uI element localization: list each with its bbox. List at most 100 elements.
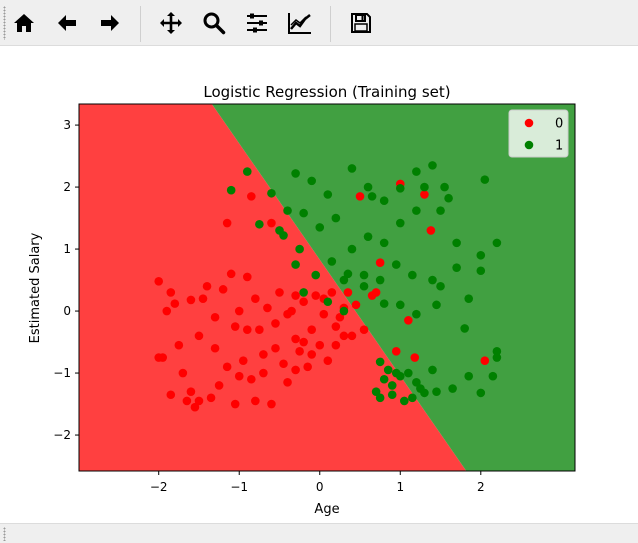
point-class-0 [327,288,337,297]
point-class-1 [476,250,486,260]
x-tick-label: −1 [230,480,248,494]
point-class-0 [271,319,280,328]
point-class-1 [311,270,321,280]
y-tick-label: 2 [63,180,71,194]
y-axis-label: Estimated Salary [28,232,43,343]
toolbar-separator [330,6,331,42]
point-class-1 [323,297,333,307]
point-class-0 [218,285,228,294]
point-class-1 [291,169,300,178]
point-class-1 [379,374,389,384]
point-class-0 [283,378,292,387]
point-class-0 [420,190,429,199]
point-class-1 [432,387,441,396]
point-class-1 [359,281,369,291]
point-class-1 [375,275,385,285]
point-class-0 [295,347,304,356]
point-class-1 [383,365,393,375]
point-class-0 [335,312,345,322]
point-class-1 [416,384,425,393]
legend-label-0: 0 [555,117,563,132]
point-class-1 [432,300,441,310]
chart-title: Logistic Regression (Training set) [203,83,450,101]
decision-regions [79,104,575,471]
point-class-1 [331,213,341,223]
point-class-1 [371,387,381,396]
data-points [154,161,502,412]
point-class-0 [291,365,300,375]
point-class-0 [404,316,413,325]
point-class-1 [476,388,486,398]
legend-box [508,109,569,158]
point-class-0 [331,340,341,350]
pan-icon[interactable] [155,7,187,39]
point-class-0 [234,306,244,316]
point-class-0 [174,340,184,350]
point-class-1 [488,371,498,381]
point-class-0 [178,368,188,378]
customize-icon[interactable] [284,7,316,39]
point-class-0 [251,396,260,406]
point-class-1 [299,288,308,297]
point-class-0 [299,337,308,347]
toolbar-grip[interactable] [3,6,6,40]
point-class-0 [247,374,256,384]
figure-canvas[interactable]: Logistic Regression (Training set) −2 −1 0… [0,46,638,523]
forward-arrow-icon[interactable] [94,7,126,39]
y-tick-label: 3 [63,118,71,132]
point-class-1 [295,244,304,254]
point-class-1 [387,390,397,400]
point-class-0 [242,325,252,334]
point-class-0 [206,393,216,403]
point-class-0 [222,362,232,372]
point-class-0 [263,303,272,313]
point-class-0 [222,218,232,228]
subplots-icon[interactable] [241,7,273,39]
back-arrow-icon[interactable] [51,7,83,39]
point-class-1 [387,381,397,390]
point-class-0 [343,288,353,297]
status-grip[interactable] [3,527,6,541]
y-tick-label: −1 [53,366,71,380]
point-class-1 [428,275,437,285]
point-class-0 [214,381,224,390]
point-class-0 [375,258,385,268]
point-class-1 [283,206,292,215]
point-class-1 [315,223,325,232]
point-class-1 [412,206,421,215]
point-class-0 [391,347,401,356]
point-class-1 [492,238,502,248]
point-class-1 [420,182,429,192]
point-class-0 [480,356,490,365]
point-class-1 [327,257,337,266]
legend-marker-1 [524,140,534,150]
point-class-0 [170,299,180,308]
toolbar-separator [140,6,141,42]
point-class-1 [492,347,502,356]
point-class-1 [452,238,461,248]
point-class-0 [299,297,308,307]
y-tick-label: 1 [63,242,71,256]
point-class-0 [186,295,196,305]
save-icon[interactable] [345,7,377,39]
status-bar [0,523,638,543]
point-class-0 [198,294,208,303]
point-class-1 [379,238,389,248]
point-class-0 [355,192,365,201]
point-class-1 [464,371,474,381]
home-icon[interactable] [8,7,40,39]
point-class-0 [186,387,196,396]
point-class-0 [303,362,312,372]
point-class-0 [315,340,325,350]
point-class-0 [283,309,292,319]
point-class-1 [347,164,357,173]
point-class-1 [395,300,405,310]
point-class-1 [428,161,437,170]
point-class-0 [154,277,164,286]
point-class-1 [492,353,502,362]
zoom-icon[interactable] [198,7,230,39]
point-class-0 [251,294,260,303]
point-class-1 [412,167,421,176]
point-class-0 [267,218,276,228]
point-class-0 [279,359,288,369]
